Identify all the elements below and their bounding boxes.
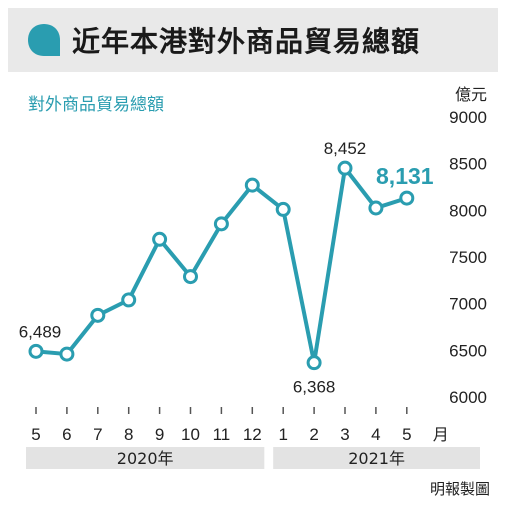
data-point [399, 190, 415, 206]
x-tick-label: 5 [402, 425, 411, 444]
x-tick-label: 4 [371, 425, 380, 444]
data-point [244, 177, 260, 193]
data-point [183, 269, 198, 285]
year-band [26, 447, 265, 469]
y-axis-unit: 億元 [455, 85, 487, 104]
year-label: 2021年 [348, 449, 405, 468]
y-tick-label: 7000 [449, 295, 487, 314]
x-tick-label: 6 [62, 425, 71, 444]
y-tick-label: 9000 [449, 108, 487, 127]
data-point [213, 216, 229, 232]
y-tick-label: 6000 [449, 388, 487, 407]
y-tick-label: 8000 [449, 201, 487, 220]
y-tick-label: 7500 [449, 248, 487, 267]
y-tick-label: 6500 [449, 341, 487, 360]
data-point [306, 355, 322, 371]
data-point [59, 346, 75, 362]
data-label: 6,368 [293, 378, 336, 397]
y-tick-label: 8500 [449, 155, 487, 174]
chart-header: 近年本港對外商品貿易總額 [8, 8, 498, 72]
page-title: 近年本港對外商品貿易總額 [72, 25, 421, 58]
source-credit: 明報製圖 [429, 480, 490, 498]
x-tick-label: 3 [340, 425, 349, 444]
x-tick-label: 12 [243, 425, 262, 444]
x-tick-label: 9 [155, 425, 164, 444]
year-band [273, 447, 480, 469]
chart-title: 對外商品貿易總額 [28, 95, 164, 115]
data-point [152, 231, 168, 247]
x-tick-label: 2 [309, 425, 318, 444]
data-point [337, 160, 353, 176]
data-label: 6,489 [19, 322, 62, 341]
year-label: 2020年 [117, 449, 174, 468]
x-tick-label: 11 [213, 425, 231, 444]
speech-bubble-icon [28, 24, 60, 56]
x-tick-label: 8 [124, 425, 133, 444]
data-label: 8,131 [376, 163, 434, 189]
series-line [35, 166, 408, 365]
data-point [275, 201, 291, 217]
data-label: 8,452 [324, 139, 367, 158]
x-tick-label: 10 [181, 425, 200, 444]
x-tick-label: 7 [93, 425, 102, 444]
x-tick-label: 5 [31, 425, 40, 444]
data-point [90, 307, 106, 323]
data-point [368, 200, 384, 216]
data-point [121, 292, 137, 308]
x-tick-label: 1 [278, 425, 287, 444]
x-axis-unit: 月 [433, 425, 449, 444]
data-point [28, 343, 44, 359]
